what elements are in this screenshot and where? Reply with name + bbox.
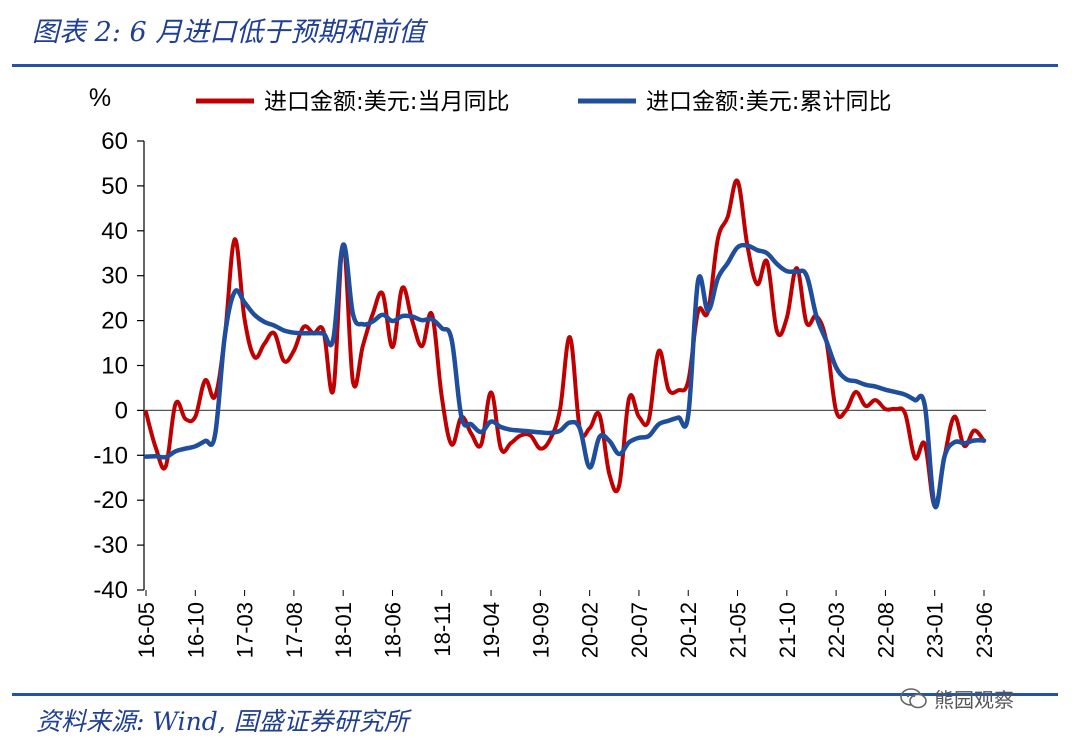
y-tick-label: 20 xyxy=(101,308,128,335)
wechat-icon xyxy=(900,687,927,708)
watermark: 熊园观察 xyxy=(900,684,1014,713)
y-tick-label: -40 xyxy=(93,577,128,604)
y-tick-label: -10 xyxy=(93,442,128,469)
x-tick-label: 17-03 xyxy=(233,602,258,658)
x-tick-label: 18-06 xyxy=(380,602,405,658)
legend-label-monthly-yoy: 进口金额:美元:当月同比 xyxy=(264,89,510,115)
x-tick-label: 21-05 xyxy=(726,602,751,658)
x-tick-label: 18-11 xyxy=(430,602,455,657)
top-rule xyxy=(12,64,1058,67)
source-note: 资料来源: Wind, 国盛证券研究所 xyxy=(36,707,409,736)
x-tick-label: 23-06 xyxy=(972,602,997,658)
series-line-monthly-yoy xyxy=(144,178,986,509)
y-tick-label: 40 xyxy=(101,218,128,245)
chart-legend: 进口金额:美元:当月同比 进口金额:美元:累计同比 xyxy=(196,89,892,115)
x-tick-label: 22-03 xyxy=(824,602,849,658)
x-tick-label: 21-10 xyxy=(775,602,800,658)
x-tick-label: 19-04 xyxy=(479,602,504,658)
x-tick-label: 23-01 xyxy=(923,602,948,658)
x-tick-label: 20-12 xyxy=(676,602,701,658)
chart-lines xyxy=(143,178,987,510)
watermark-text: 熊园观察 xyxy=(934,688,1014,712)
chart: 进口金额:美元:当月同比 进口金额:美元:累计同比 60 50 40 30 20 10 0 -1… xyxy=(89,84,997,658)
x-tick-label: 18-01 xyxy=(331,602,356,658)
y-tick-label: 0 xyxy=(115,397,128,424)
y-tick-label: 30 xyxy=(101,263,128,290)
x-tick-label: 19-09 xyxy=(528,602,553,658)
x-tick-label: 20-02 xyxy=(578,602,603,658)
y-tick-label: 60 xyxy=(101,128,128,155)
y-tick-label: 50 xyxy=(101,173,128,200)
x-tick-label: 17-08 xyxy=(282,602,307,658)
bottom-rule xyxy=(12,693,1058,696)
y-tick-label: -30 xyxy=(93,532,128,559)
series-line-cumulative-yoy xyxy=(143,242,987,510)
x-tick-label: 20-07 xyxy=(627,602,652,658)
x-tick-label: 16-10 xyxy=(183,602,208,658)
x-tick-label: 22-08 xyxy=(873,602,898,658)
x-tick-label: 16-05 xyxy=(134,602,159,658)
y-axis-unit: % xyxy=(89,84,111,112)
y-tick-label: -20 xyxy=(93,487,128,514)
y-tick-label: 10 xyxy=(101,353,128,380)
x-axis-ticks: 16-05 16-10 17-03 17-08 18-01 18-06 18-11 19-04… xyxy=(134,590,997,658)
figure-title: 图表 2: 6 月进口低于预期和前值 xyxy=(32,17,426,48)
legend-label-cumulative-yoy: 进口金额:美元:累计同比 xyxy=(646,89,892,115)
y-axis-ticks: 60 50 40 30 20 10 0 -10 -20 -30 -40% xyxy=(89,84,144,604)
